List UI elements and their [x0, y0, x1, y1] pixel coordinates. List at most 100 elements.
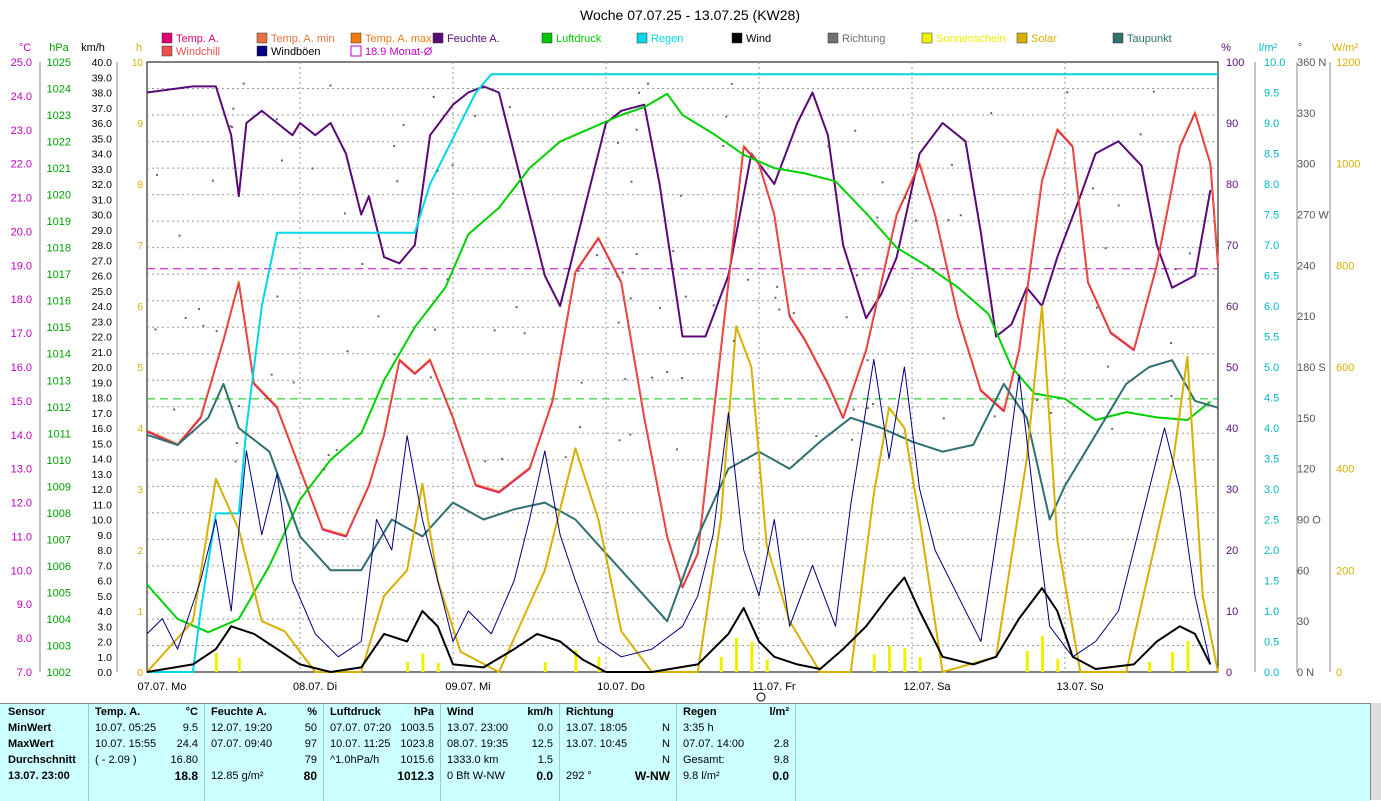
direction-dot: [343, 212, 346, 215]
axis-unit-wm2: W/m²: [1332, 42, 1359, 54]
tick-temp: 21.0: [11, 193, 32, 205]
direction-dot: [856, 274, 859, 277]
direction-dot: [1117, 204, 1120, 207]
direction-dot: [361, 263, 364, 266]
tick-wind: 26.0: [92, 271, 113, 283]
legend-swatch: [161, 32, 173, 44]
rain-max-value: 2.8: [773, 738, 789, 750]
tick-day: 07.07. Mo: [138, 681, 187, 693]
humidity-min-time: 12.07. 19:20: [211, 722, 273, 734]
direction-dot: [647, 82, 650, 85]
series-line: [146, 576, 1212, 673]
tick-pressure: 1024: [47, 84, 71, 96]
tick-sunshine: 10: [132, 58, 144, 69]
direction-dot: [672, 250, 675, 253]
direction-dot: [712, 304, 715, 307]
tick-wind: 11.0: [92, 499, 112, 511]
humidity-max-value: 97: [304, 738, 317, 750]
tick-day: 11.07. Fr: [752, 681, 796, 693]
panel-col-sensor: Sensor MinWert MaxWert Durchschnitt 13.0…: [0, 704, 89, 801]
tick-direction: 300: [1297, 159, 1315, 171]
direction-dot: [740, 459, 743, 462]
scrollbar[interactable]: [1370, 703, 1381, 800]
tick-wind: 23.0: [92, 316, 113, 328]
tick-solar: 200: [1336, 565, 1354, 577]
direction-dot: [866, 359, 869, 362]
panel-col-pressure: Luftdruck hPa 07.07. 07:20 1003.5 10.07. 1…: [324, 704, 441, 801]
direction-dot: [778, 308, 781, 311]
direction-dot: [432, 95, 435, 98]
sunshine-bar: [574, 650, 578, 672]
temp-current-value: 18.8: [174, 769, 198, 783]
legend-label: Sonnenschein: [936, 33, 1006, 45]
tick-wind: 6.0: [97, 576, 112, 588]
label-maxwert: MaxWert: [8, 738, 54, 750]
direction-dot: [635, 128, 638, 131]
tick-rain: 7.0: [1264, 240, 1279, 252]
tick-day: 08.07. Di: [293, 681, 337, 693]
tick-rain: 4.5: [1264, 393, 1279, 405]
direction-dot: [235, 442, 238, 445]
legend-label: Luftdruck: [556, 33, 602, 45]
tick-pressure: 1010: [47, 455, 71, 467]
wind-min-time: 13.07. 23:00: [447, 722, 509, 734]
direction-dot: [275, 118, 278, 121]
sunshine-bar: [719, 657, 723, 672]
direction-dot: [950, 163, 953, 166]
tick-humidity: 50: [1226, 362, 1238, 374]
tick-solar: 1000: [1336, 159, 1360, 171]
tick-direction: 270 W: [1297, 210, 1329, 222]
tick-rain: 0.0: [1264, 667, 1279, 679]
direction-dot: [402, 124, 405, 127]
tick-rain: 5.0: [1264, 362, 1279, 374]
tick-rain: 1.0: [1264, 606, 1279, 618]
direction-dot: [1092, 187, 1095, 190]
direction-dot: [1066, 91, 1069, 94]
legend-swatch: [541, 32, 553, 44]
direction-dot: [231, 126, 234, 129]
direction-dot: [1174, 268, 1177, 271]
direction-dot: [429, 376, 432, 379]
wind-avg-value: 1.5: [537, 754, 553, 766]
tick-direction: 180 S: [1297, 362, 1326, 374]
direction-dot: [788, 314, 791, 317]
humidity-avg-value: 79: [304, 754, 317, 766]
sunshine-bar: [765, 659, 769, 672]
tick-wind: 25.0: [92, 286, 113, 298]
tick-wind: 17.0: [92, 408, 113, 420]
tick-day: 09.07. Mi: [445, 681, 490, 693]
direction-dot: [732, 339, 735, 342]
temp-min-value: 9.5: [182, 722, 198, 734]
tick-humidity: 0: [1226, 667, 1232, 679]
tick-pressure: 1015: [47, 322, 71, 334]
legend-swatch: [350, 45, 362, 57]
tick-wind: 24.0: [92, 301, 113, 313]
direction-dot: [396, 180, 399, 183]
tick-wind: 32.0: [92, 179, 113, 191]
direction-avg-value: N: [662, 754, 670, 766]
direction-dot: [329, 84, 332, 87]
tick-sunshine: 1: [137, 607, 143, 618]
direction-dot: [679, 194, 682, 197]
tick-rain: 1.5: [1264, 576, 1279, 588]
wind-current-value: 0.0: [536, 769, 553, 783]
direction-dot: [684, 295, 687, 298]
legend-swatch: [636, 32, 648, 44]
tick-humidity: 70: [1226, 240, 1238, 252]
tick-wind: 21.0: [92, 347, 113, 359]
tick-sunshine: 3: [137, 485, 143, 496]
direction-dot: [616, 141, 619, 144]
tick-direction: 150: [1297, 413, 1315, 425]
plot-area: [146, 61, 1219, 673]
direction-dot: [564, 456, 567, 459]
direction-dot: [515, 306, 518, 309]
tick-pressure: 1011: [47, 428, 71, 440]
tick-solar: 0: [1336, 667, 1342, 679]
direction-dot: [942, 417, 945, 420]
tick-wind: 12.0: [92, 484, 113, 496]
sunshine-bar: [214, 653, 218, 672]
direction-dot: [173, 408, 176, 411]
direction-max-value: N: [662, 738, 670, 750]
sunshine-bar: [872, 654, 876, 672]
temp-unit: °C: [185, 706, 198, 718]
